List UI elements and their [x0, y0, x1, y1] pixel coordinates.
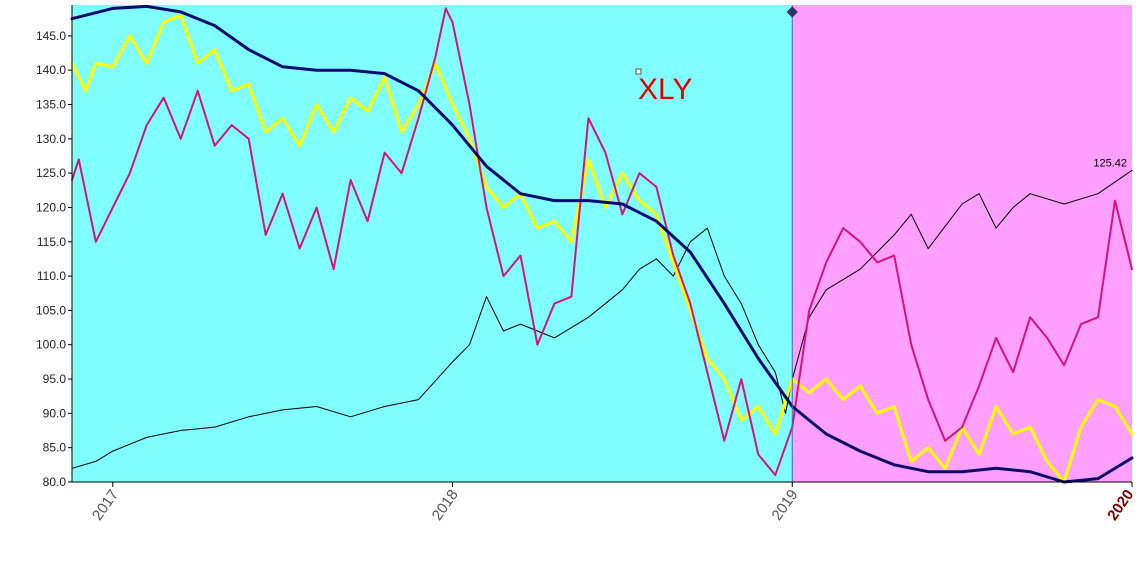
- y-tick-labels: 80.0 85.0 90.0 95.0 100.0 105.0 110.0 115.0 120.…: [36, 29, 72, 489]
- x-tick-labels: 2017 2018 2019 2020: [89, 482, 1137, 524]
- y-tick-label: 105.0: [36, 303, 66, 317]
- y-tick-label: 95.0: [43, 372, 67, 386]
- y-tick-label: 135.0: [36, 98, 66, 112]
- y-tick-label: 100.0: [36, 338, 66, 352]
- x-tick-label-2017: 2017: [89, 487, 122, 524]
- y-tick-label: 80.0: [43, 475, 67, 489]
- last-price-label: 125.42: [1093, 157, 1127, 169]
- axes: [71, 5, 1132, 483]
- y-tick-label: 125.0: [36, 166, 66, 180]
- region-1: [792, 5, 1132, 482]
- y-tick-label: 90.0: [43, 406, 67, 420]
- y-tick-label: 110.0: [37, 269, 66, 283]
- chart-title: XLY: [638, 73, 692, 106]
- y-tick-label: 130.0: [36, 132, 66, 146]
- price-line: [71, 169, 1133, 469]
- yellow-oscillator-line: [70, 13, 1134, 484]
- y-tick-label: 85.0: [43, 441, 67, 455]
- magenta-oscillator-line: [71, 7, 1133, 477]
- y-tick-label: 115.0: [37, 235, 66, 249]
- y-tick-label: 120.0: [36, 200, 66, 214]
- region-0: [72, 5, 793, 482]
- x-tick-label-2020: 2020: [1104, 487, 1137, 524]
- title-anchor-square: [635, 68, 642, 75]
- y-tick-label: 140.0: [36, 63, 66, 77]
- smooth-cycle-line: [70, 4, 1134, 484]
- background-regions: [72, 5, 1132, 482]
- x-tick-label-2018: 2018: [429, 487, 462, 524]
- y-tick-label: 145.0: [36, 29, 66, 43]
- series-group: [70, 4, 1134, 484]
- x-tick-label-2019: 2019: [768, 487, 801, 524]
